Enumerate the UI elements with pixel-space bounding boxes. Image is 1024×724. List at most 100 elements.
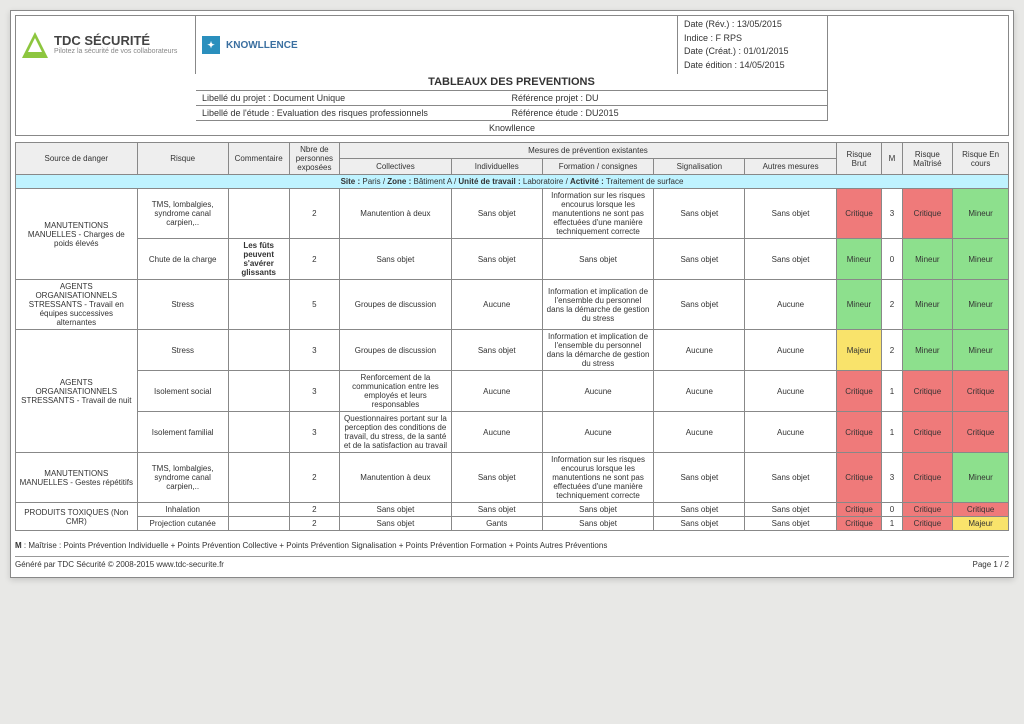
cell-signalisation: Sans objet [654,517,745,531]
col-formation: Formation / consignes [542,159,653,175]
cell-nbr: 3 [289,330,340,371]
project-label: Libellé du projet : Document Unique [202,93,512,103]
cell-m: 1 [882,517,902,531]
cell-autres: Sans objet [745,503,836,517]
cell-individuelles: Sans objet [451,453,542,503]
col-risque: Risque [137,143,228,175]
cell-commentaire [228,453,289,503]
cell-formation: Sans objet [542,517,653,531]
cell-collectives: Manutention à deux [340,453,451,503]
col-nbr: Nbre de personnes exposées [289,143,340,175]
cell-collectives: Sans objet [340,239,451,280]
cell-m: 3 [882,189,902,239]
header-dates: Date (Rév.) : 13/05/2015 Indice : F RPS … [678,16,828,74]
cell-autres: Aucune [745,412,836,453]
col-mesures: Mesures de prévention existantes [340,143,837,159]
cell-collectives: Questionnaires portant sur la perception… [340,412,451,453]
cell-risque: Stress [137,280,228,330]
cell-autres: Sans objet [745,189,836,239]
logo-title: TDC SÉCURITÉ [54,34,177,48]
cell-formation: Sans objet [542,239,653,280]
cell-formation: Information sur les risques encourus lor… [542,453,653,503]
report-header: TDC SÉCURITÉ Pilotez la sécurité de vos … [15,15,1009,136]
cell-individuelles: Sans objet [451,189,542,239]
cell-individuelles: Sans objet [451,239,542,280]
tdc-logo: TDC SÉCURITÉ Pilotez la sécurité de vos … [16,16,196,74]
cell-encours: Majeur [953,517,1009,531]
cell-formation: Information et implication de l'ensemble… [542,330,653,371]
cell-risque: Isolement social [137,371,228,412]
cell-risque: Inhalation [137,503,228,517]
cell-brut: Majeur [836,330,882,371]
cell-m: 0 [882,503,902,517]
table-row: Projection cutanée2Sans objetGantsSans o… [16,517,1009,531]
cell-nbr: 3 [289,371,340,412]
col-brut: Risque Brut [836,143,882,175]
col-maitrise: Risque Maîtrisé [902,143,953,175]
cell-formation: Aucune [542,412,653,453]
cell-source: PRODUITS TOXIQUES (Non CMR) [16,503,138,531]
triangle-icon [22,32,48,58]
study-ref: Référence étude : DU2015 [512,108,822,118]
cell-maitrise: Critique [902,517,953,531]
col-autres: Autres mesures [745,159,836,175]
cell-collectives: Groupes de discussion [340,280,451,330]
footer-line: Généré par TDC Sécurité © 2008-2015 www.… [15,556,1009,569]
col-individuelles: Individuelles [451,159,542,175]
cell-encours: Mineur [953,189,1009,239]
cell-nbr: 2 [289,517,340,531]
cell-nbr: 2 [289,503,340,517]
cell-encours: Mineur [953,280,1009,330]
cell-encours: Mineur [953,239,1009,280]
knowllence-icon: ✦ [202,36,220,54]
cell-individuelles: Aucune [451,371,542,412]
cell-m: 2 [882,280,902,330]
cell-signalisation: Sans objet [654,189,745,239]
cell-m: 3 [882,453,902,503]
cell-autres: Sans objet [745,239,836,280]
cell-formation: Information sur les risques encourus lor… [542,189,653,239]
cell-brut: Critique [836,453,882,503]
table-row: MANUTENTIONS MANUELLES - Charges de poid… [16,189,1009,239]
cell-individuelles: Sans objet [451,503,542,517]
cell-risque: TMS, lombalgies, syndrome canal carpien,… [137,189,228,239]
cell-brut: Mineur [836,239,882,280]
cell-signalisation: Aucune [654,330,745,371]
page-number: Page 1 / 2 [973,560,1009,569]
cell-signalisation: Sans objet [654,453,745,503]
cell-formation: Information et implication de l'ensemble… [542,280,653,330]
cell-m: 1 [882,412,902,453]
cell-nbr: 2 [289,453,340,503]
date-rev: Date (Rév.) : 13/05/2015 [684,18,821,32]
cell-commentaire [228,503,289,517]
cell-collectives: Sans objet [340,517,451,531]
col-source: Source de danger [16,143,138,175]
cell-formation: Aucune [542,371,653,412]
study-label: Libellé de l'étude : Evaluation des risq… [202,108,512,118]
cell-encours: Critique [953,371,1009,412]
cell-individuelles: Aucune [451,280,542,330]
footnote: M : Maîtrise : Points Prévention Individ… [15,541,1009,550]
cell-risque: Chute de la charge [137,239,228,280]
cell-autres: Aucune [745,330,836,371]
project-ref: Référence projet : DU [512,93,822,103]
cell-maitrise: Mineur [902,239,953,280]
cell-commentaire [228,189,289,239]
cell-encours: Mineur [953,453,1009,503]
table-row: Isolement social3Renforcement de la comm… [16,371,1009,412]
cell-source: AGENTS ORGANISATIONNELS STRESSANTS - Tra… [16,330,138,453]
cell-commentaire [228,280,289,330]
table-row: Isolement familial3Questionnaires portan… [16,412,1009,453]
cell-brut: Critique [836,517,882,531]
indice: Indice : F RPS [684,32,821,46]
cell-source: MANUTENTIONS MANUELLES - Gestes répétiti… [16,453,138,503]
cell-collectives: Manutention à deux [340,189,451,239]
col-encours: Risque En cours [953,143,1009,175]
cell-maitrise: Critique [902,412,953,453]
knowllence-brand: KNOWLLENCE [226,40,298,51]
cell-encours: Critique [953,503,1009,517]
cell-risque: Projection cutanée [137,517,228,531]
table-row: MANUTENTIONS MANUELLES - Gestes répétiti… [16,453,1009,503]
footnote-text: : Maîtrise : Points Prévention Individue… [24,541,607,550]
cell-individuelles: Sans objet [451,330,542,371]
